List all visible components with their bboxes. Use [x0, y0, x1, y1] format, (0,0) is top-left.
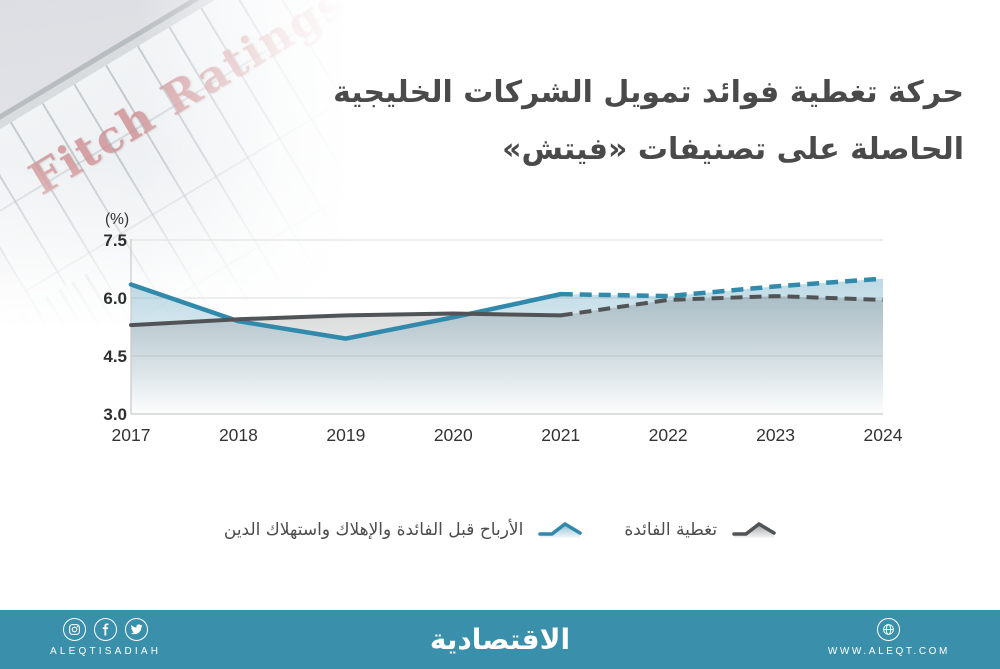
y-tick-label: 3.0	[103, 405, 127, 424]
twitter-icon	[125, 618, 149, 641]
series-line-dashed	[560, 276, 884, 299]
footer-brand-text: ALEQTISADIAH	[50, 646, 162, 657]
aleqtisadiah-logo: الاقتصادية	[429, 622, 571, 656]
series-line-solid	[128, 282, 563, 341]
legend-item: تغطية الفائدة	[624, 520, 776, 540]
y-axis-unit-label: (%)	[105, 211, 129, 228]
photo-fade-overlay	[0, 0, 362, 332]
x-tick-label: 2017	[112, 425, 151, 445]
x-tick-label: 2023	[756, 425, 795, 445]
social-icons-row	[63, 618, 149, 641]
x-tick-label: 2020	[434, 425, 473, 445]
x-tick-label: 2021	[541, 425, 580, 445]
page-title: حركة تغطية فوائد تمويل الشركات الخليجية …	[264, 64, 964, 178]
legend-item: الأرباح قبل الفائدة والإهلاك واستهلاك ال…	[223, 520, 583, 540]
legend-marker-icon	[732, 522, 776, 538]
footer-social-block: ALEQTISADIAH	[50, 618, 161, 657]
series-area-fill	[131, 296, 883, 414]
series-line-dashed	[560, 294, 884, 318]
legend-marker-icon	[538, 522, 583, 538]
x-tick-label: 2018	[219, 425, 258, 445]
footer-website-text: WWW.ALEQT.COM	[827, 646, 950, 657]
chart-legend: الأرباح قبل الفائدة والإهلاك واستهلاك ال…	[0, 520, 1000, 540]
y-tick-label: 6.0	[103, 289, 127, 308]
legend-label: تغطية الفائدة	[624, 520, 718, 540]
x-tick-label: 2022	[649, 425, 688, 445]
series-line-solid	[129, 311, 563, 328]
building-photo: Fitch Ratings	[0, 0, 362, 332]
footer-website-block: WWW.ALEQT.COM	[828, 618, 950, 657]
legend-label: الأرباح قبل الفائدة والإهلاك واستهلاك ال…	[223, 520, 524, 540]
instagram-icon	[63, 618, 87, 641]
x-tick-label: 2024	[864, 425, 903, 445]
y-tick-label: 7.5	[103, 231, 127, 250]
title-line-2: الحاصلة على تصنيفات «فيتش»	[502, 132, 964, 167]
facebook-icon	[94, 618, 118, 641]
y-tick-label: 4.5	[103, 347, 127, 366]
x-tick-label: 2019	[326, 425, 365, 445]
footer: ALEQTISADIAH الاقتصادية WWW.ALEQT.COM	[0, 610, 1000, 669]
line-chart: 3.0 4.5 6.0 7.5 (%) 2017 2018 2019 2020 2021 2022 2…	[103, 211, 903, 445]
title-line-1: حركة تغطية فوائد تمويل الشركات الخليجية	[333, 75, 964, 110]
globe-icon	[877, 618, 901, 641]
